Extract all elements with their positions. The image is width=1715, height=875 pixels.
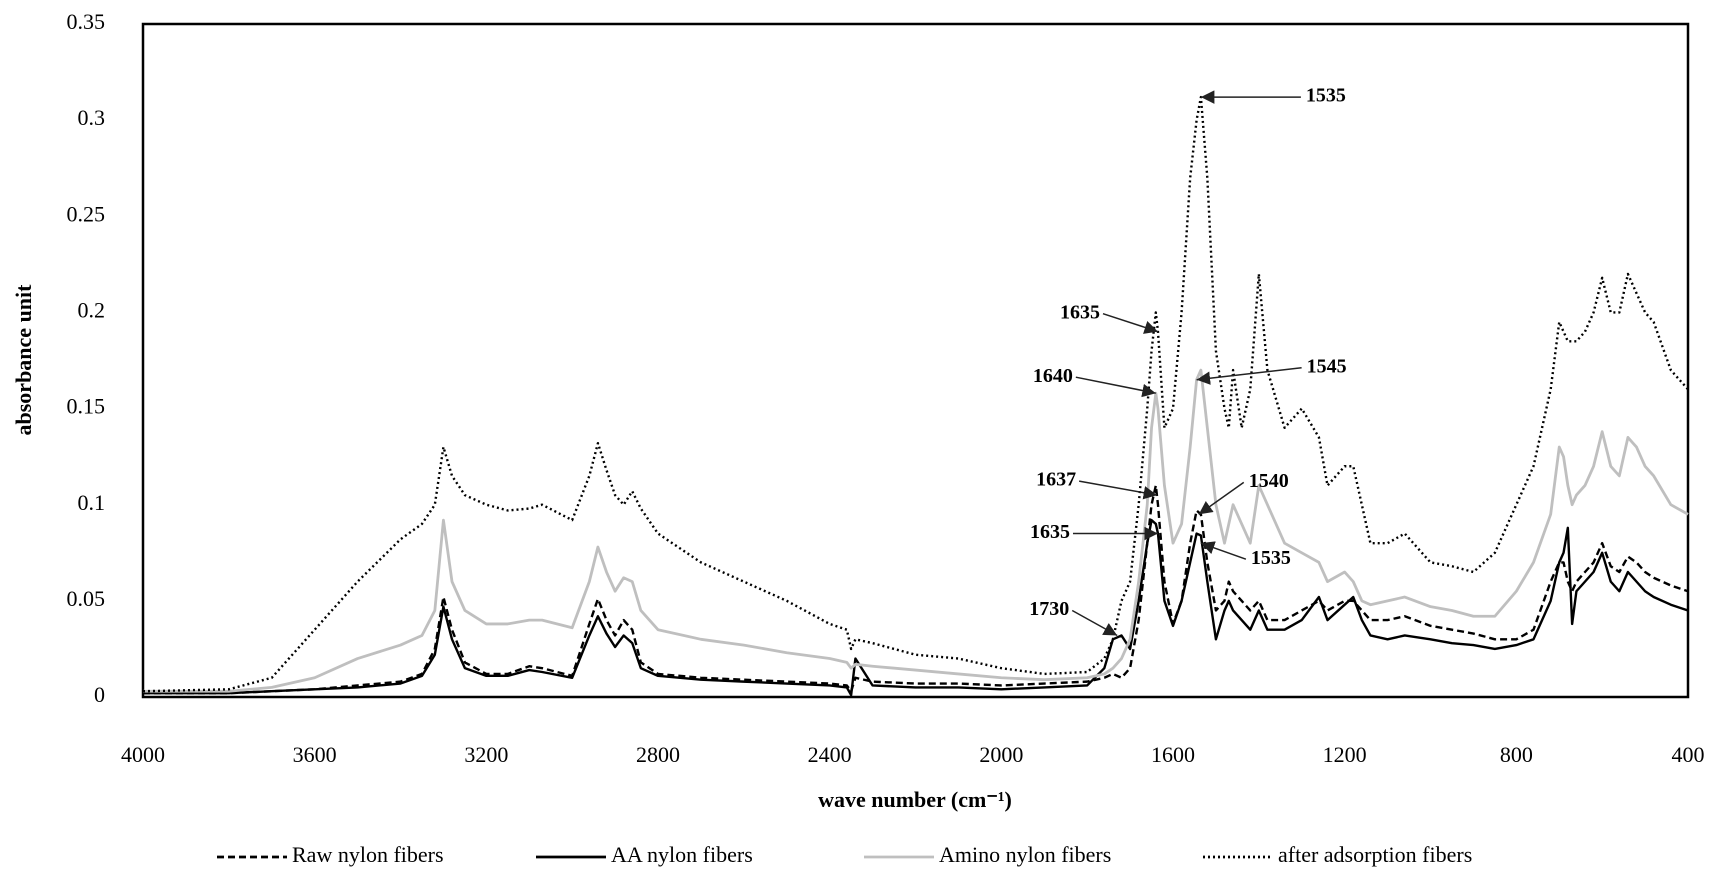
y-tick-label: 0.25 <box>67 201 106 226</box>
series-line <box>142 95 1689 693</box>
x-tick-label: 4000 <box>121 742 165 767</box>
x-tick-label: 2000 <box>979 742 1023 767</box>
y-axis-label: absorbance unit <box>11 284 36 436</box>
series-line <box>143 368 1689 693</box>
x-tick-label: 1200 <box>1323 742 1367 767</box>
annotation-arrow <box>1196 366 1302 385</box>
y-tick-label: 0.1 <box>78 490 106 515</box>
annotation-label: 1535 <box>1251 547 1291 569</box>
y-tick-label: 0.15 <box>67 394 106 419</box>
legend-label: after adsorption fibers <box>1278 842 1472 867</box>
x-tick-label: 1600 <box>1151 742 1195 767</box>
x-tick-label: 800 <box>1500 742 1533 767</box>
annotation-label: 1730 <box>1029 598 1069 620</box>
annotation-label: 1535 <box>1306 85 1346 107</box>
x-tick-label: 2800 <box>636 742 680 767</box>
annotation-label: 1637 <box>1036 469 1076 491</box>
y-tick-label: 0.3 <box>78 105 106 130</box>
annotation-label: 1635 <box>1030 521 1070 543</box>
annotation-label: 1635 <box>1060 301 1100 323</box>
y-tick-label: 0.35 <box>67 9 106 34</box>
annotation-label: 1545 <box>1307 355 1347 377</box>
x-tick-label: 3600 <box>293 742 337 767</box>
series-line <box>143 484 1689 695</box>
y-tick-label: 0 <box>94 682 105 707</box>
legend-label: Raw nylon fibers <box>292 842 444 867</box>
annotation-arrow <box>1198 481 1245 515</box>
annotation-arrow <box>1102 312 1159 334</box>
x-axis-label: wave number (cm⁻¹) <box>818 787 1012 812</box>
legend-label: Amino nylon fibers <box>939 842 1111 867</box>
annotation-arrow <box>1078 480 1158 500</box>
annotation-arrow <box>1200 541 1247 560</box>
x-tick-label: 2400 <box>808 742 852 767</box>
legend-label: AA nylon fibers <box>611 842 753 867</box>
series-line <box>143 518 1689 697</box>
annotation-arrow <box>1075 376 1156 398</box>
annotation-arrow <box>1071 609 1118 637</box>
plot-frame <box>141 22 1690 699</box>
x-tick-label: 400 <box>1672 742 1705 767</box>
y-tick-label: 0.05 <box>67 586 106 611</box>
x-tick-label: 3200 <box>464 742 508 767</box>
annotation-label: 1540 <box>1249 470 1289 492</box>
y-tick-label: 0.2 <box>78 297 106 322</box>
annotation-label: 1640 <box>1033 365 1073 387</box>
